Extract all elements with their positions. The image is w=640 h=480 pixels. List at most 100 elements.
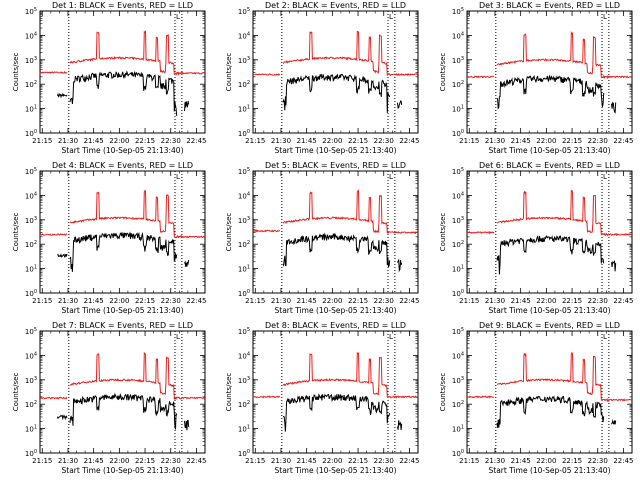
y-tick-label: 103 [238,56,250,65]
x-tick-label: 22:15 [562,137,582,145]
y-tick-label: 103 [452,56,464,65]
y-tick-label: 100 [25,289,37,298]
x-tick-label: 21:45 [297,137,317,145]
panel-title: Det 2: BLACK = Events, RED = LLD [265,1,406,10]
x-axis-label: Start Time (10-Sep-05 21:13:40) [489,466,611,475]
x-axis-label: Start Time (10-Sep-05 21:13:40) [489,146,611,155]
y-tick-label: 100 [452,289,464,298]
y-tick-label: 100 [238,449,250,458]
y-tick-label: 104 [25,351,37,360]
y-tick-label: 100 [238,289,250,298]
lld-series-line [39,190,206,239]
y-tick-label: 103 [238,376,250,385]
x-tick-label: 22:00 [109,457,129,465]
plot-frame [466,330,633,454]
lld-series-line [252,189,419,235]
x-tick-label: 22:30 [374,457,394,465]
y-tick-label: 105 [25,327,37,336]
x-tick-label: 22:15 [348,137,368,145]
y-tick-label: 103 [25,216,37,225]
y-axis-label: Counts/sec [225,373,233,412]
y-tick-label: 103 [25,56,37,65]
y-axis-label: Counts/sec [439,53,447,92]
panel-title: Det 8: BLACK = Events, RED = LLD [265,321,406,330]
panel-det-2: Det 2: BLACK = Events, RED = LLD 100 101 10… [225,1,420,155]
marker-label: L [603,13,607,21]
x-tick-label: 22:00 [536,297,556,305]
lld-series-line [466,189,633,237]
x-tick-label: 22:45 [613,137,633,145]
events-series-line [282,232,403,273]
x-tick-label: 21:45 [511,297,531,305]
marker-label: L [389,173,393,181]
x-tick-label: 21:45 [84,137,104,145]
y-axis-label: Counts/sec [225,53,233,92]
events-series-line [496,395,617,428]
x-tick-label: 22:45 [399,297,419,305]
x-tick-label: 21:30 [271,457,291,465]
x-tick-label: 21:15 [459,297,479,305]
events-series-line [56,70,190,116]
x-tick-label: 22:45 [613,297,633,305]
x-tick-label: 21:15 [245,137,265,145]
x-axis-label: Start Time (10-Sep-05 21:13:40) [275,146,397,155]
y-tick-label: 105 [25,7,37,16]
y-tick-label: 100 [25,129,37,138]
x-tick-label: 21:30 [58,137,78,145]
x-tick-label: 22:00 [322,297,342,305]
panel-title: Det 3: BLACK = Events, RED = LLD [479,1,620,10]
marker-label: L [176,173,180,181]
x-axis-label: Start Time (10-Sep-05 21:13:40) [275,466,397,475]
y-axis-label: Counts/sec [439,373,447,412]
x-tick-label: 21:15 [459,457,479,465]
y-tick-label: 102 [452,400,464,409]
panel-det-3: Det 3: BLACK = Events, RED = LLD 100 101 10… [439,1,634,155]
lld-series-line [252,351,419,399]
x-tick-label: 22:00 [109,137,129,145]
x-tick-label: 22:30 [161,137,181,145]
y-tick-label: 104 [238,31,250,40]
x-tick-label: 21:45 [511,457,531,465]
x-tick-label: 21:30 [485,137,505,145]
x-tick-label: 22:45 [399,457,419,465]
events-series-line [282,73,403,113]
marker-label: L [176,13,180,21]
x-tick-label: 22:45 [186,297,206,305]
y-tick-label: 105 [238,327,250,336]
x-tick-label: 22:15 [348,297,368,305]
y-tick-label: 103 [452,376,464,385]
panel-det-9: Det 9: BLACK = Events, RED = LLD 100 101 10… [439,321,634,475]
x-tick-label: 21:45 [84,297,104,305]
plot-frame [39,330,206,454]
x-tick-label: 22:00 [536,457,556,465]
y-tick-label: 102 [452,240,464,249]
marker-label: L [603,333,607,341]
x-tick-label: 22:30 [588,457,608,465]
x-tick-label: 22:00 [536,137,556,145]
y-tick-label: 105 [25,167,37,176]
x-tick-label: 22:45 [186,137,206,145]
panel-det-8: Det 8: BLACK = Events, RED = LLD 100 101 10… [225,321,420,475]
x-tick-label: 21:15 [32,137,52,145]
x-tick-label: 22:30 [374,297,394,305]
x-tick-label: 21:30 [271,137,291,145]
y-axis-label: Counts/sec [225,213,233,252]
lld-series-line [252,30,419,77]
y-tick-label: 104 [25,191,37,200]
y-tick-label: 105 [238,7,250,16]
panel-det-6: Det 6: BLACK = Events, RED = LLD 100 101 10… [439,161,634,315]
panel-title: Det 4: BLACK = Events, RED = LLD [52,161,193,170]
y-tick-label: 100 [238,129,250,138]
lld-series-line [466,30,632,80]
x-tick-label: 21:45 [297,297,317,305]
x-tick-label: 21:30 [485,297,505,305]
y-tick-label: 101 [238,265,250,274]
y-tick-label: 101 [25,265,37,274]
y-tick-label: 101 [238,425,250,434]
x-axis-label: Start Time (10-Sep-05 21:13:40) [62,466,184,475]
y-tick-label: 101 [452,265,464,274]
plot-frame [252,10,419,134]
y-tick-label: 102 [452,80,464,89]
y-tick-label: 100 [452,129,464,138]
